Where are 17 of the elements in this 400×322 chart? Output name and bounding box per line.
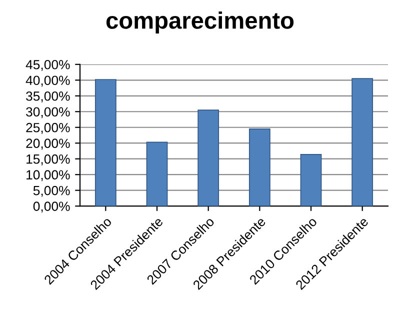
- y-tick-label: 30,00%: [26, 107, 70, 118]
- y-tick-label: 15,00%: [26, 154, 70, 166]
- y-tick-label: 20,00%: [26, 138, 70, 150]
- bar: [248, 128, 270, 206]
- y-tick-label: 45,00%: [26, 60, 70, 71]
- y-tick-label: 5,00%: [33, 186, 70, 197]
- bar: [146, 142, 168, 206]
- bar: [94, 79, 116, 206]
- bar: [198, 110, 220, 206]
- y-tick-label: 40,00%: [26, 76, 70, 87]
- y-tick-label: 35,00%: [26, 91, 70, 102]
- y-tick-label: 10,00%: [26, 170, 70, 182]
- bar: [300, 154, 322, 206]
- bar: [352, 78, 374, 206]
- y-tick-label: 25,00%: [26, 122, 70, 134]
- chart-title: comparecimento: [106, 12, 294, 34]
- y-tick-label: 0,00%: [33, 202, 70, 213]
